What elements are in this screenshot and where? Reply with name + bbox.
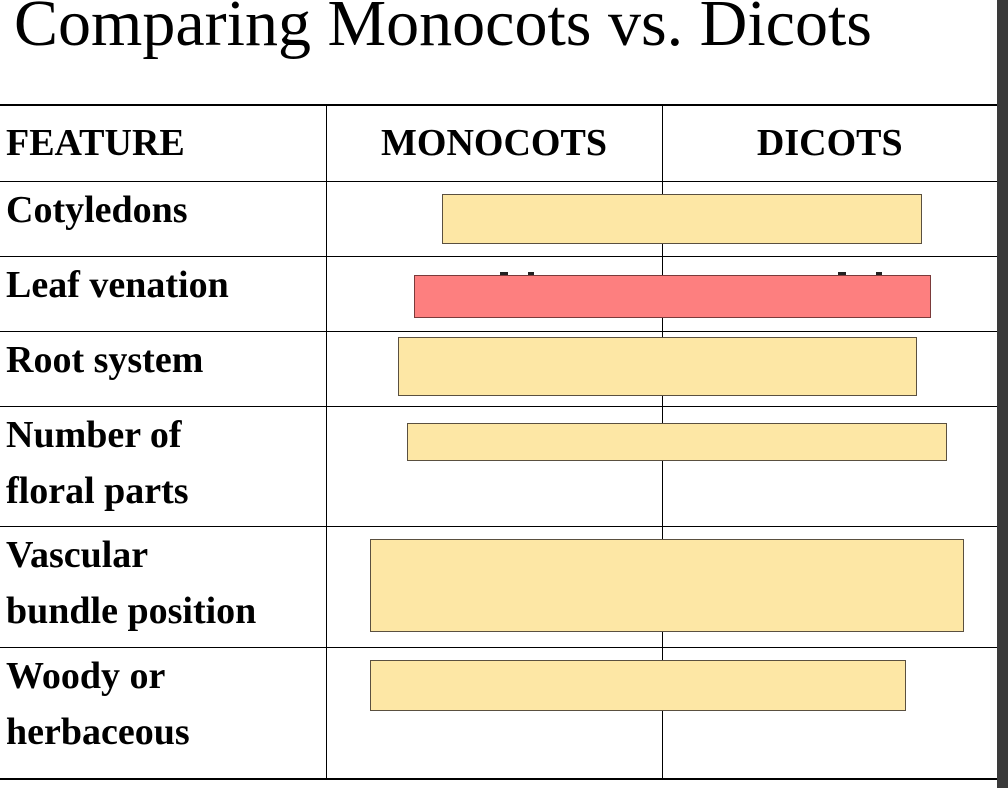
- feature-label: Root system: [6, 338, 204, 381]
- feature-label-line2: floral parts: [6, 469, 189, 512]
- answer-cover-vascular-bundle[interactable]: [370, 539, 964, 632]
- feature-cell: Leaf venation: [0, 255, 327, 332]
- window-edge: [997, 0, 1008, 788]
- header-feature: FEATURE: [0, 104, 327, 182]
- feature-label: Cotyledons: [6, 188, 188, 231]
- hidden-text-remnant: [528, 272, 534, 275]
- feature-cell: Number of floral parts: [0, 405, 327, 527]
- header-monocots: MONOCOTS: [325, 104, 663, 182]
- answer-cover-floral-parts[interactable]: [407, 423, 947, 461]
- answer-cover-cotyledons[interactable]: [442, 194, 922, 244]
- feature-label: Leaf venation: [6, 263, 229, 306]
- feature-cell: Root system: [0, 330, 327, 407]
- feature-cell: Cotyledons: [0, 180, 327, 257]
- answer-cover-leaf-venation[interactable]: [414, 275, 931, 318]
- feature-label-line1: Vascular: [6, 533, 149, 576]
- feature-cell: Vascular bundle position: [0, 525, 327, 648]
- feature-cell: Woody or herbaceous: [0, 646, 327, 780]
- hidden-text-remnant: [838, 272, 846, 275]
- feature-label-line2: herbaceous: [6, 710, 190, 753]
- table-header-row: FEATURE MONOCOTS DICOTS: [0, 104, 999, 182]
- hidden-text-remnant: [500, 272, 508, 275]
- hidden-text-remnant: [876, 272, 882, 275]
- feature-label-line1: Number of: [6, 413, 182, 456]
- answer-cover-woody-herbaceous[interactable]: [370, 660, 906, 711]
- feature-label-line1: Woody or: [6, 654, 166, 697]
- feature-label-line2: bundle position: [6, 589, 257, 632]
- header-dicots: DICOTS: [661, 104, 999, 182]
- answer-cover-root-system[interactable]: [398, 337, 917, 396]
- slide-title: Comparing Monocots vs. Dicots: [14, 0, 872, 60]
